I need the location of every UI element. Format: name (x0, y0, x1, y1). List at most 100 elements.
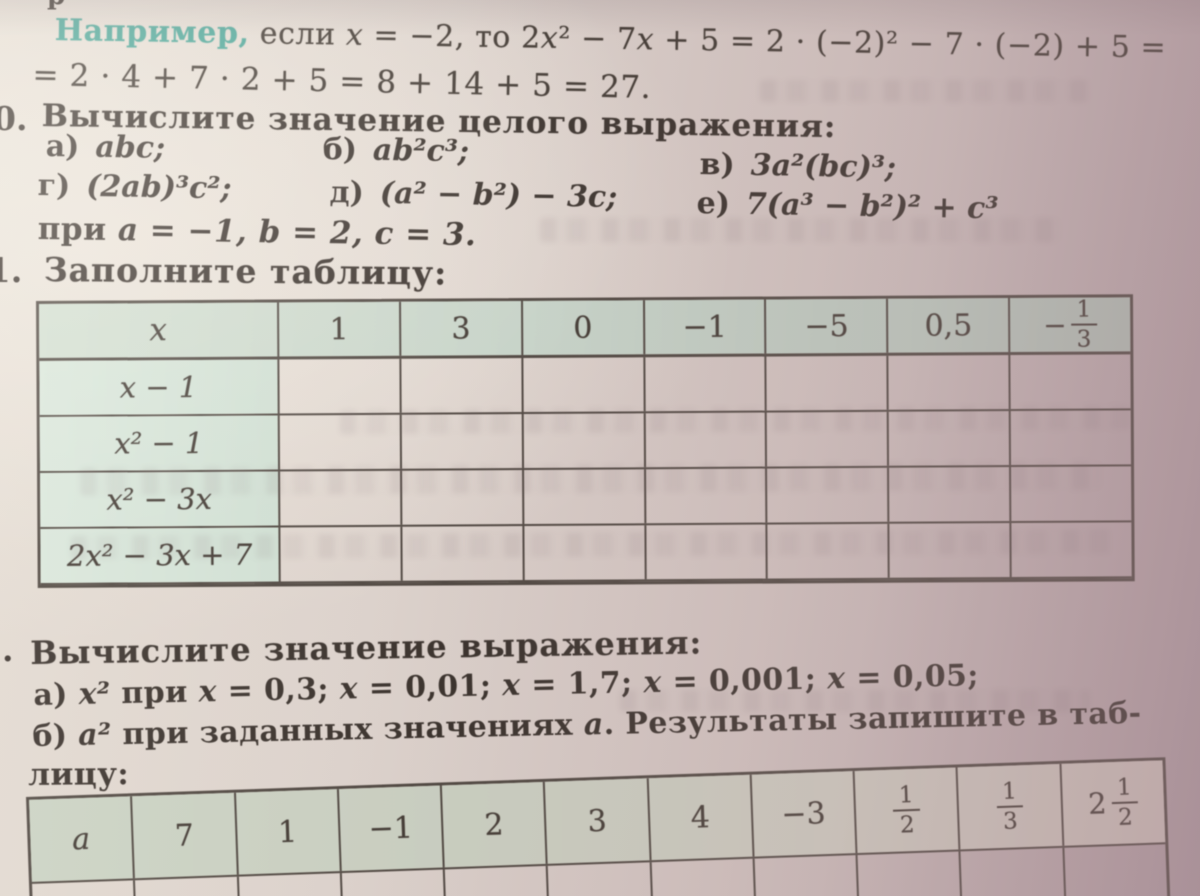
task1-number: 0. (0, 99, 28, 138)
fraction-denominator: 3 (1076, 326, 1092, 353)
empty-cell (888, 355, 1011, 410)
task2-number: 1. (0, 251, 23, 291)
fraction-sign: − (1043, 308, 1067, 342)
empty-cell (645, 524, 769, 580)
item-label: а) (45, 129, 80, 165)
header-var: a (71, 821, 91, 857)
empty-cell (238, 873, 345, 896)
header-cell: 0 (522, 300, 645, 356)
header-cell: −5 (766, 298, 889, 354)
item-expression: (2ab)³c²; (85, 168, 232, 207)
expr-item-g: г) (2ab)³c²; (37, 168, 231, 206)
row-label: x − 1 (39, 359, 280, 415)
header-cell: 7 (132, 792, 239, 879)
fraction-numerator: 1 (892, 782, 921, 812)
item-label: д) (329, 175, 365, 211)
expr-item-b: б) ab²c³; (322, 132, 469, 169)
header-cell: 3 (545, 778, 652, 864)
empty-cell (645, 468, 768, 524)
clipped-text-fragment: –р (34, 0, 65, 11)
expr-item-d: д) (a² − b²) − 3c; (329, 175, 617, 215)
empty-cell (401, 414, 524, 469)
row-label: x² − 1 (39, 415, 281, 471)
fraction-denominator: 2 (1117, 804, 1134, 831)
empty-cell (767, 467, 890, 523)
fraction-numerator: 1 (1070, 296, 1098, 326)
fraction-denominator: 3 (1002, 808, 1019, 835)
empty-cell (888, 411, 1012, 466)
empty-cell (767, 523, 891, 579)
empty-cell (651, 858, 758, 896)
empty-cell (523, 469, 646, 525)
empty-cell (523, 357, 646, 413)
row-label: x² − 3x (40, 471, 281, 527)
fraction-denominator: 2 (899, 812, 916, 839)
item-expression: abc; (95, 129, 166, 166)
empty-cell (341, 869, 449, 896)
task2-title: Заполните таблицу: (43, 250, 448, 293)
empty-cell (401, 470, 525, 525)
empty-cell (889, 467, 1012, 522)
empty-cell (1011, 410, 1131, 465)
empty-cell (1011, 466, 1131, 521)
item-label: в) (699, 147, 736, 183)
condition-prefix: при (37, 211, 119, 249)
header-cell: 1 (235, 789, 342, 875)
example-label: Например, (54, 13, 250, 52)
table-row: 2x² − 3x + 7 (40, 522, 1132, 585)
empty-cell (32, 880, 139, 896)
header-cell: 4 (648, 774, 755, 861)
header-cell-fraction: 1 2 (854, 767, 961, 854)
row-label: 2x² − 3x + 7 (40, 527, 281, 583)
header-cell-fraction: 1 3 (957, 763, 1064, 850)
empty-cell (548, 862, 655, 896)
empty-cell (889, 523, 1012, 578)
table-row: x² − 1 (39, 410, 1132, 473)
fraction-one-half: 1 2 (892, 782, 921, 839)
empty-cell (766, 355, 889, 411)
bleed-through-ghost (760, 80, 1090, 102)
header-cell-a: a (29, 796, 136, 882)
header-cell: 2 (441, 781, 548, 868)
fill-in-table: x 1 3 0 −1 −5 0,5 − 1 3 (36, 294, 1135, 588)
header-cell: −1 (644, 299, 767, 355)
empty-cell (754, 855, 861, 896)
item-expression: 3a²(bc)³; (750, 147, 897, 186)
expr-item-e: е) 7(a³ − b²)² + c³ (696, 186, 998, 226)
header-cell: −1 (338, 785, 445, 872)
empty-cell (135, 876, 242, 896)
header-cell: −3 (751, 771, 858, 857)
empty-cell (767, 411, 890, 467)
empty-cell (523, 413, 646, 469)
empty-cell (279, 358, 402, 414)
example-line-1: Например, если x = −2, то 2x² − 7x + 5 =… (54, 13, 1166, 65)
expr-item-a: а) abc; (45, 129, 165, 166)
values-table: a 7 1 −1 2 3 4 −3 1 2 (26, 757, 1172, 896)
fraction-numerator: 1 (995, 778, 1024, 809)
table-header-row: x 1 3 0 −1 −5 0,5 − 1 3 (39, 296, 1131, 361)
condition-math: a = −1, b = 2, c = 3. (117, 212, 477, 254)
header-cell: 3 (400, 301, 524, 356)
fraction-numerator: 1 (1110, 774, 1139, 805)
task3-number: . (2, 630, 14, 669)
empty-cell (857, 851, 965, 896)
empty-cell (402, 526, 525, 581)
header-cell-x: x (39, 302, 280, 358)
header-cell-fraction: − 1 3 (1010, 296, 1130, 353)
empty-cell (401, 358, 524, 413)
empty-cell (279, 414, 402, 470)
item-label: е) (696, 186, 731, 222)
task3-title: Вычислите значение выражения: (30, 623, 703, 672)
empty-cell (644, 356, 768, 412)
task1-condition: при a = −1, b = 2, c = 3. (37, 211, 476, 253)
table-row: x² − 3x (40, 466, 1132, 529)
empty-cell (1011, 354, 1131, 409)
fraction-whole: 2 (1087, 786, 1108, 821)
fraction-two-and-half: 2 1 2 (1087, 774, 1139, 831)
item-label: б) (322, 132, 358, 168)
header-cell: 1 (279, 301, 402, 357)
table-row: x − 1 (39, 354, 1131, 417)
fraction-one-third: 1 3 (995, 778, 1025, 835)
item-expression: 7(a³ − b²)² + c³ (745, 186, 999, 227)
